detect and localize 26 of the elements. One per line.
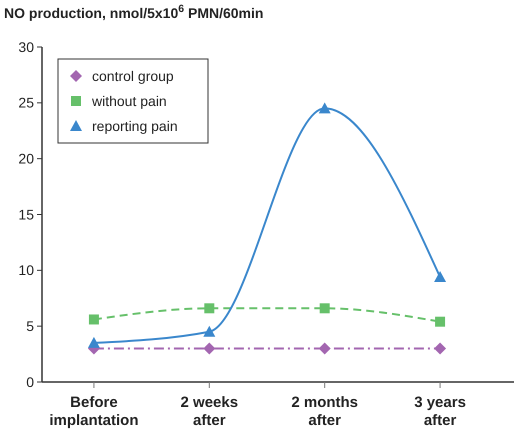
point xyxy=(320,303,330,314)
point xyxy=(318,102,331,114)
y-tick-label: 25 xyxy=(18,94,34,111)
y-tick-label: 5 xyxy=(26,318,34,334)
chart-title: NO production, nmol/5x10$^{6}$ PMN/60min xyxy=(4,3,264,21)
x-tick-label: 2 weeks after xyxy=(180,394,238,429)
point xyxy=(203,342,216,354)
point xyxy=(88,314,99,324)
point xyxy=(204,303,214,314)
y-tick-label: 10 xyxy=(18,262,34,278)
y-tick-label: 20 xyxy=(18,150,34,167)
point xyxy=(203,326,216,337)
x-tick-label: 3 years after xyxy=(414,394,466,429)
legend-label: reporting pain xyxy=(92,118,178,134)
x-tick-label: 2 months after xyxy=(291,394,358,429)
x-tick-label: Before implantation xyxy=(49,394,139,429)
legend-label: without pain xyxy=(91,92,167,109)
point xyxy=(318,342,331,354)
y-tick-label: 30 xyxy=(18,38,34,55)
y-tick-label: 15 xyxy=(18,206,34,222)
point xyxy=(434,342,446,354)
y-tick-label: 0 xyxy=(26,374,34,390)
legend-label: control group xyxy=(92,68,174,84)
point xyxy=(88,336,100,348)
point xyxy=(434,271,446,282)
point xyxy=(435,316,446,327)
